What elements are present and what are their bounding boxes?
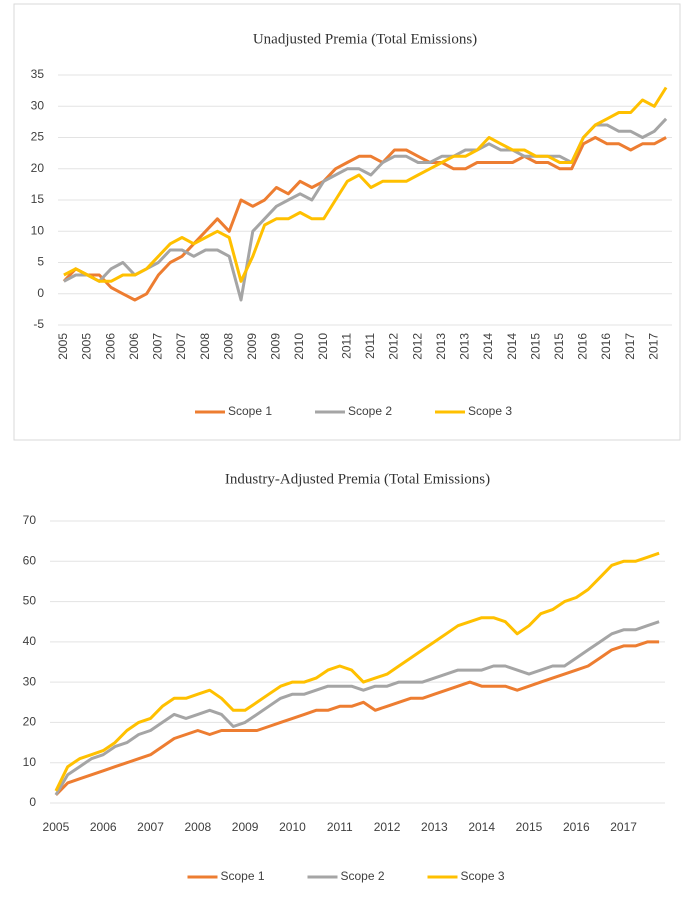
chart-title: Unadjusted Premia (Total Emissions) [253, 31, 477, 47]
x-tick-label: 2006 [127, 333, 141, 360]
y-tick-label: -5 [33, 317, 44, 331]
x-tick-label: 2006 [103, 333, 117, 360]
x-tick-label: 2016 [599, 333, 613, 360]
x-tick-label: 2012 [387, 333, 401, 360]
y-tick-label: 5 [37, 255, 44, 269]
y-tick-label: 10 [31, 223, 45, 237]
y-tick-label: 30 [23, 674, 37, 688]
legend-label: Scope 2 [341, 869, 385, 883]
legend-label: Scope 2 [348, 404, 392, 418]
series-line [63, 86, 668, 283]
series-line [54, 620, 660, 796]
x-tick-label: 2011 [327, 820, 353, 834]
x-tick-label: 2008 [198, 333, 212, 360]
legend-label: Scope 1 [221, 869, 265, 883]
y-tick-label: 10 [23, 755, 37, 769]
y-tick-label: 40 [23, 634, 37, 648]
x-tick-label: 2008 [221, 333, 235, 360]
y-tick-label: 20 [31, 161, 45, 175]
x-tick-label: 2012 [374, 820, 401, 834]
y-tick-label: 30 [31, 98, 45, 112]
x-tick-label: 2013 [458, 333, 472, 360]
y-tick-label: 20 [23, 715, 37, 729]
x-tick-label: 2006 [90, 820, 117, 834]
y-tick-label: 25 [31, 130, 45, 144]
y-tick-label: 0 [29, 795, 36, 809]
x-tick-label: 2007 [151, 333, 165, 360]
legend-label: Scope 3 [461, 869, 505, 883]
legend-label: Scope 1 [228, 404, 272, 418]
chart-frame [13, 3, 681, 441]
x-tick-label: 2011 [363, 333, 377, 359]
x-tick-label: 2008 [184, 820, 211, 834]
y-tick-label: 15 [31, 192, 45, 206]
series-line [54, 640, 660, 796]
x-tick-label: 2015 [516, 820, 543, 834]
x-tick-label: 2010 [279, 820, 306, 834]
x-tick-label: 2007 [174, 333, 188, 360]
x-tick-label: 2010 [316, 333, 330, 360]
x-tick-label: 2015 [552, 333, 566, 360]
y-tick-label: 35 [31, 67, 45, 81]
x-tick-label: 2014 [481, 333, 495, 360]
y-tick-label: 60 [23, 553, 37, 567]
x-tick-label: 2016 [563, 820, 590, 834]
x-tick-label: 2009 [245, 333, 259, 360]
x-tick-label: 2005 [43, 820, 70, 834]
x-tick-label: 2009 [269, 333, 283, 360]
y-tick-label: 50 [23, 594, 37, 608]
x-tick-label: 2012 [410, 333, 424, 360]
series-line [54, 551, 660, 792]
x-tick-label: 2014 [468, 820, 495, 834]
legend-label: Scope 3 [468, 404, 512, 418]
x-tick-label: 2010 [292, 333, 306, 360]
x-tick-label: 2005 [80, 333, 94, 360]
x-tick-label: 2015 [528, 333, 542, 360]
x-tick-label: 2005 [56, 333, 70, 360]
x-tick-label: 2016 [576, 333, 590, 360]
y-tick-label: 0 [37, 286, 44, 300]
series-line [62, 136, 667, 302]
x-tick-label: 2014 [505, 333, 519, 360]
series-line [63, 117, 668, 302]
x-tick-label: 2013 [421, 820, 448, 834]
x-tick-label: 2007 [137, 820, 164, 834]
x-tick-label: 2011 [339, 333, 353, 359]
y-tick-label: 70 [23, 513, 37, 527]
x-tick-label: 2009 [232, 820, 259, 834]
x-tick-label: 2017 [610, 820, 637, 834]
chart-title: Industry-Adjusted Premia (Total Emission… [225, 471, 490, 487]
x-tick-label: 2013 [434, 333, 448, 360]
x-tick-label: 2017 [646, 333, 660, 360]
x-tick-label: 2017 [623, 333, 637, 360]
